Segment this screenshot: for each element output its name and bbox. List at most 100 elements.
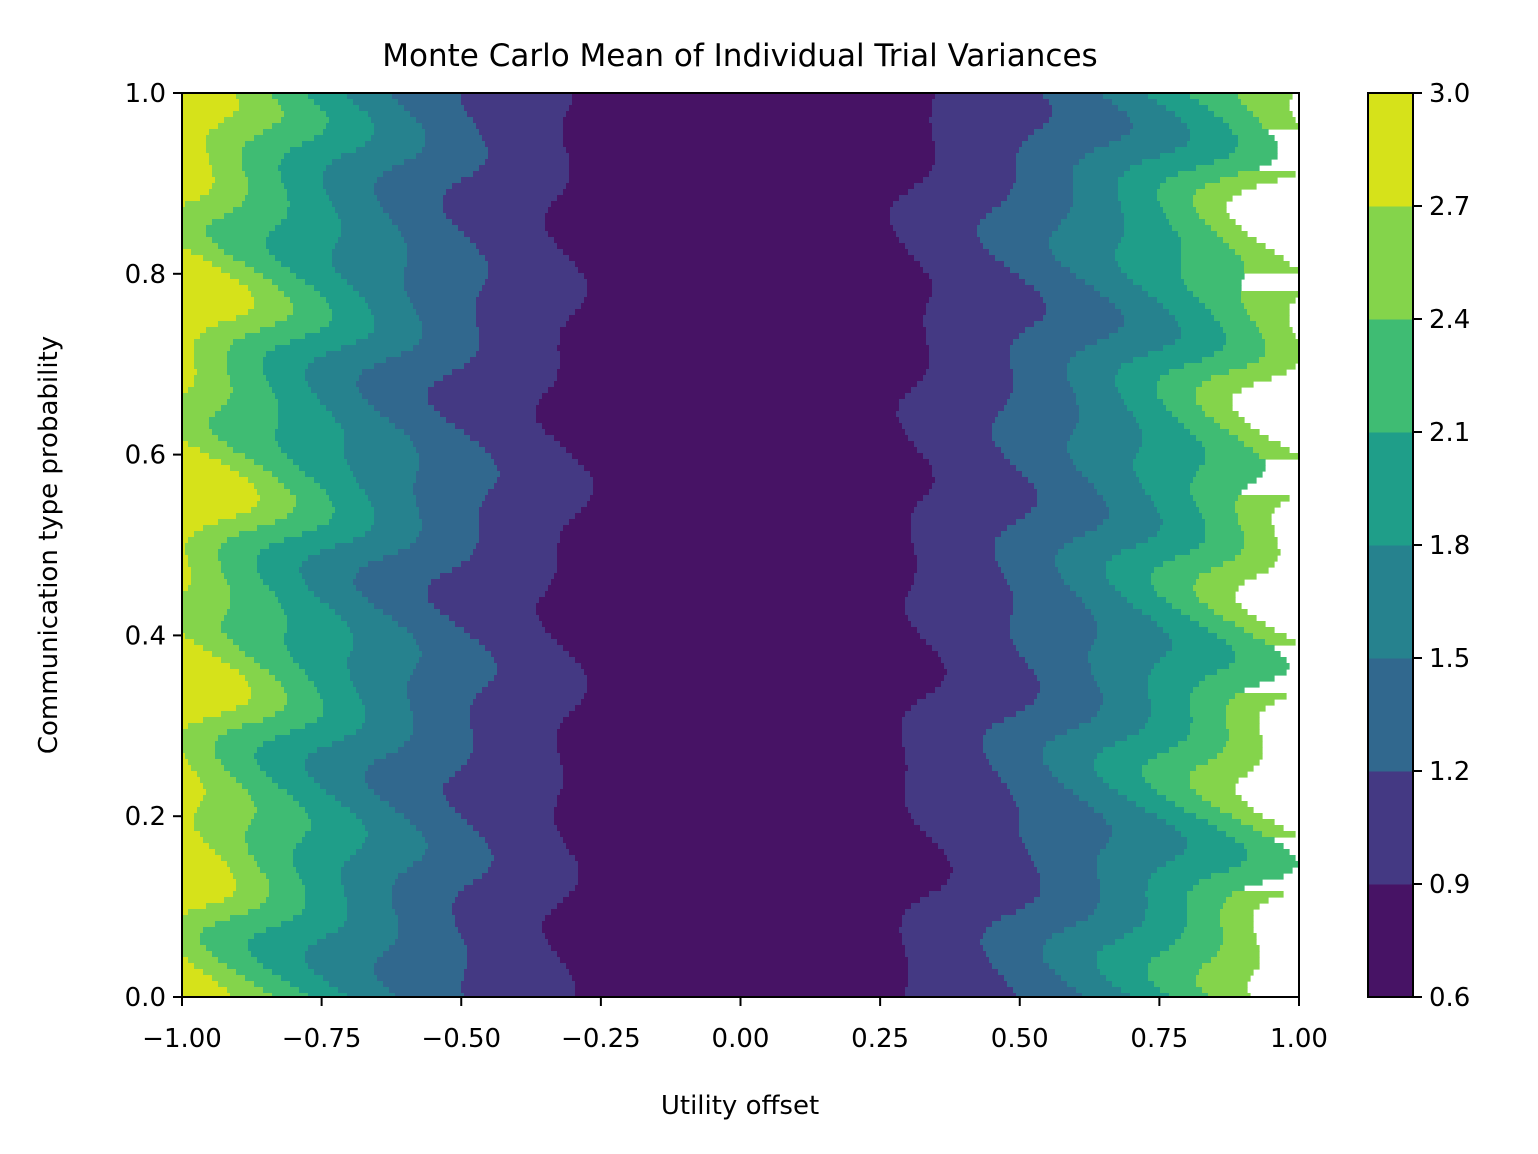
contour-cell (416, 153, 489, 160)
contour-cell (911, 519, 1017, 526)
contour-cell (557, 639, 927, 646)
contour-cell (935, 147, 1020, 154)
contour-cell (1040, 891, 1101, 898)
contour-cell (557, 795, 906, 802)
contour-cell (347, 915, 399, 922)
contour-cell (455, 921, 543, 928)
contour-cell (212, 219, 282, 226)
contour-cell (1106, 819, 1167, 826)
contour-cell (1025, 327, 1119, 334)
contour-cell (356, 147, 423, 154)
contour-cell (1199, 543, 1245, 550)
contour-cell (1163, 519, 1206, 526)
contour-cell (1091, 669, 1152, 676)
contour-cell (1235, 621, 1266, 628)
contour-cell (326, 111, 369, 118)
contour-cell (326, 351, 402, 358)
contour-cell (215, 747, 258, 754)
contour-cell (1136, 801, 1176, 808)
contour-cell (182, 243, 219, 250)
contour-cell (248, 909, 303, 916)
contour-cell (263, 987, 300, 994)
contour-cell (1202, 513, 1239, 520)
contour-cell (1187, 903, 1224, 910)
contour-cell (374, 321, 423, 328)
contour-cell (1205, 183, 1257, 190)
contour-cell (890, 207, 993, 214)
contour-cell (1109, 141, 1188, 148)
contour-cell (377, 195, 444, 202)
contour-cell (1085, 603, 1134, 610)
contour-cell (563, 783, 906, 790)
contour-cell (182, 339, 195, 346)
contour-cell (917, 447, 1002, 454)
contour-cell (182, 735, 219, 742)
contour-cell (1181, 609, 1215, 616)
contour-cell (395, 879, 474, 886)
contour-cell (569, 891, 930, 898)
contour-cell (476, 123, 564, 130)
contour-cell (1019, 651, 1089, 658)
contour-cell (464, 939, 549, 946)
contour-cell (1229, 123, 1263, 130)
contour-cell (287, 615, 342, 622)
contour-cell (1214, 159, 1272, 166)
contour-cell (998, 411, 1080, 418)
contour-cell (1169, 633, 1218, 640)
contour-cell (419, 507, 480, 514)
contour-cell (239, 105, 282, 112)
contour-cell (914, 579, 1008, 586)
contour-cell (410, 699, 474, 706)
contour-cell (1145, 891, 1188, 898)
contour-cell (182, 771, 198, 778)
contour-cell (977, 225, 1059, 232)
contour-cell (182, 99, 240, 106)
contour-cell (932, 105, 1053, 112)
contour-cell (209, 153, 243, 160)
contour-cell (569, 651, 939, 658)
contour-cell (314, 285, 354, 292)
contour-cell (1085, 153, 1161, 160)
contour-cell (347, 621, 399, 628)
contour-cell (401, 231, 465, 238)
contour-cell (1088, 477, 1140, 484)
contour-cell (1235, 507, 1275, 514)
contour-cell (413, 489, 489, 496)
contour-cell (1142, 483, 1191, 490)
contour-cell (245, 195, 288, 202)
contour-cell (182, 909, 189, 916)
contour-cell (254, 753, 309, 760)
contour-cell (212, 237, 267, 244)
contour-cell (995, 543, 1065, 550)
contour-cell (227, 357, 264, 364)
contour-cell (242, 159, 282, 166)
contour-cell (473, 171, 570, 178)
contour-cell (251, 819, 312, 826)
contour-cell (1034, 699, 1104, 706)
contour-cell (1034, 129, 1131, 136)
contour-cell (1052, 249, 1116, 256)
contour-cell (245, 675, 276, 682)
contour-cell (1004, 717, 1092, 724)
colorbar-band (1368, 771, 1413, 885)
contour-cell (1070, 267, 1122, 274)
contour-cell (284, 183, 324, 190)
contour-cell (950, 873, 1041, 880)
contour-cell (200, 333, 246, 340)
contour-cell (341, 801, 390, 808)
contour-cell (1190, 783, 1236, 790)
contour-cell (1097, 867, 1158, 874)
contour-cell (365, 141, 426, 148)
contour-cell (182, 105, 240, 112)
contour-cell (1196, 789, 1236, 796)
contour-cell (470, 237, 555, 244)
contour-cell (893, 201, 1002, 208)
contour-cell (1109, 513, 1161, 520)
contour-cell (1016, 165, 1074, 172)
contour-cell (1187, 141, 1239, 148)
contour-cell (1043, 315, 1125, 322)
contour-cell (1040, 681, 1098, 688)
contour-cell (347, 459, 420, 466)
contour-cell (1124, 225, 1173, 232)
contour-cell (479, 531, 561, 538)
